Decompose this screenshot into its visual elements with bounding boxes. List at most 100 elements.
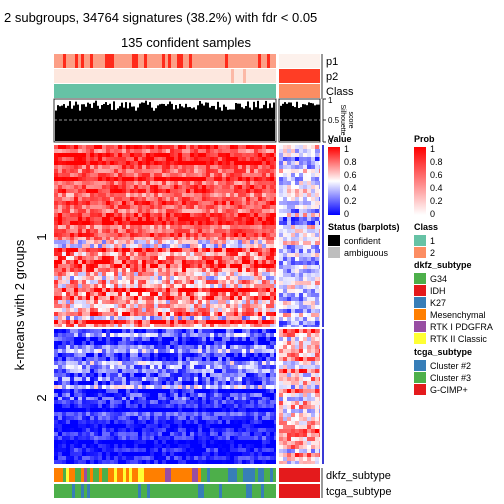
heatmap-cell: [266, 381, 270, 385]
heatmap-cell: [78, 337, 82, 341]
heatmap-cell: [315, 185, 319, 189]
heatmap-cell: [66, 225, 70, 229]
heatmap-cell: [130, 304, 134, 308]
heatmap-cell: [66, 240, 70, 244]
heatmap-cell: [234, 197, 238, 201]
heatmap-cell: [134, 237, 138, 240]
heatmap-cell: [254, 404, 258, 408]
silhouette-bar: [267, 108, 269, 141]
heatmap-cell: [226, 436, 230, 440]
heatmap-cell: [222, 276, 226, 280]
heatmap-cell: [62, 240, 66, 244]
heatmap-cell: [182, 252, 186, 256]
heatmap-cell: [242, 333, 246, 337]
heatmap-cell: [158, 244, 162, 248]
heatmap-cell: [198, 300, 202, 304]
heatmap-cell: [130, 353, 134, 357]
heatmap-cell: [295, 213, 299, 217]
heatmap-cell: [299, 217, 303, 221]
heatmap-cell: [94, 333, 98, 337]
heatmap-cell: [166, 329, 170, 333]
heatmap-cell: [62, 369, 66, 373]
heatmap-cell: [226, 404, 230, 408]
heatmap-cell: [78, 177, 82, 181]
heatmap-cell: [142, 397, 146, 400]
heatmap-cell: [194, 385, 198, 389]
heatmap-cell: [158, 420, 162, 424]
heatmap-cell: [66, 308, 70, 312]
heatmap-cell: [130, 337, 134, 341]
heatmap-cell: [82, 276, 86, 280]
heatmap-cell: [102, 341, 106, 345]
heatmap-cell: [114, 404, 118, 408]
heatmap-cell: [226, 353, 230, 357]
heatmap-cell: [126, 248, 130, 252]
heatmap-cell: [254, 333, 258, 337]
heatmap-cell: [78, 280, 82, 284]
heatmap-cell: [246, 217, 250, 221]
heatmap-cell: [295, 189, 299, 193]
heatmap-cell: [198, 397, 202, 400]
heatmap-cell: [242, 316, 246, 320]
heatmap-cell: [174, 432, 178, 436]
heatmap-cell: [182, 280, 186, 284]
heatmap-cell: [82, 296, 86, 300]
heatmap-cell: [270, 333, 274, 337]
heatmap-cell: [118, 420, 122, 424]
heatmap-cell: [70, 428, 74, 432]
heatmap-cell: [142, 292, 146, 296]
heatmap-cell: [234, 381, 238, 385]
heatmap-cell: [114, 165, 118, 169]
heatmap-cell: [202, 385, 206, 389]
heatmap-cell: [178, 357, 182, 361]
heatmap-cell: [242, 337, 246, 341]
heatmap-cell: [190, 153, 194, 157]
heatmap-cell: [214, 312, 218, 316]
heatmap-cell: [74, 424, 78, 428]
heatmap-cell: [142, 337, 146, 341]
heatmap-cell: [154, 153, 158, 157]
heatmap-cell: [299, 281, 303, 285]
heatmap-cell: [274, 365, 276, 369]
heatmap-cell: [86, 233, 90, 237]
heatmap-cell: [126, 157, 130, 161]
heatmap-cell: [54, 268, 58, 272]
heatmap-cell: [134, 381, 138, 385]
heatmap-cell: [242, 213, 246, 217]
heatmap-cell: [126, 149, 130, 153]
heatmap-cell: [258, 153, 262, 157]
heatmap-cell: [110, 412, 114, 416]
heatmap-cell: [258, 324, 262, 327]
heatmap-cell: [307, 201, 311, 205]
heatmap-cell: [118, 205, 122, 209]
heatmap-cell: [134, 385, 138, 389]
heatmap-cell: [319, 241, 320, 245]
heatmap-cell: [74, 404, 78, 408]
heatmap-cell: [158, 280, 162, 284]
heatmap-cell: [150, 197, 154, 201]
heatmap-cell: [262, 292, 266, 296]
heatmap-cell: [254, 420, 258, 424]
heatmap-cell: [130, 165, 134, 169]
heatmap-cell: [138, 193, 142, 197]
heatmap-cell: [178, 381, 182, 385]
heatmap-cell: [54, 316, 58, 320]
heatmap-cell: [266, 233, 270, 237]
heatmap-cell: [98, 181, 102, 185]
heatmap-cell: [162, 428, 166, 432]
heatmap-cell: [126, 385, 130, 389]
heatmap-cell: [86, 448, 90, 452]
heatmap-cell: [307, 205, 311, 209]
heatmap-cell: [126, 373, 130, 377]
heatmap-cell: [222, 333, 226, 337]
heatmap-cell: [94, 412, 98, 416]
heatmap-cell: [58, 397, 62, 400]
heatmap-cell: [266, 324, 270, 327]
heatmap-cell: [202, 320, 206, 324]
heatmap-cell: [146, 272, 150, 276]
heatmap-cell: [274, 233, 276, 237]
heatmap-cell: [287, 209, 291, 213]
heatmap-cell: [266, 252, 270, 256]
heatmap-cell: [138, 221, 142, 225]
heatmap-cell: [266, 357, 270, 361]
